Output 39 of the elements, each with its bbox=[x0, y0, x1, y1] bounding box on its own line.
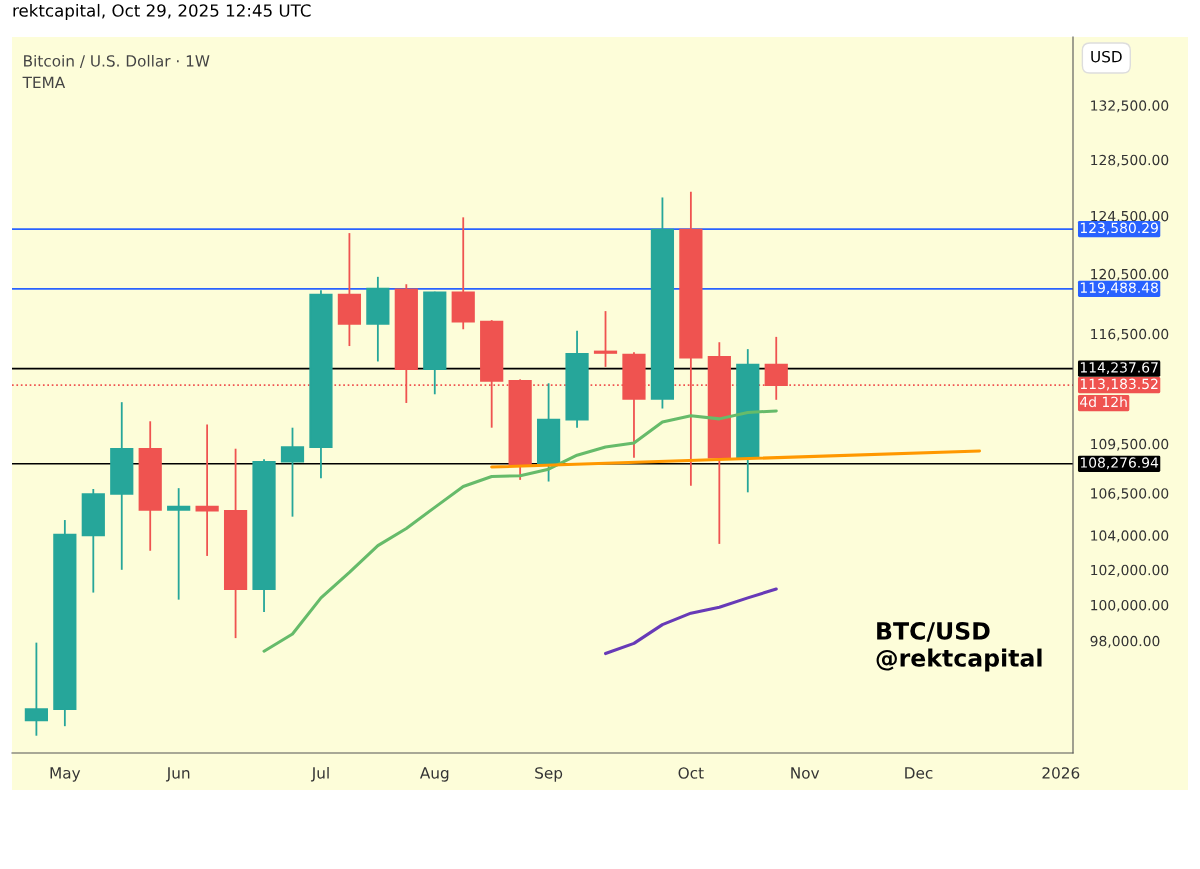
x-tick-label: Dec bbox=[905, 767, 933, 779]
candlestick bbox=[593, 310, 618, 368]
candlestick bbox=[280, 426, 305, 518]
x-tick-label: Sep bbox=[535, 767, 563, 782]
candlestick bbox=[24, 641, 48, 737]
ref-line-label: 119,488.48 bbox=[1080, 282, 1158, 295]
x-tick-label: Jul bbox=[310, 766, 329, 782]
x-tick-label: 2026 bbox=[1042, 767, 1080, 779]
y-tick-label: 106,500.00 bbox=[1091, 488, 1169, 501]
chart-title: rektcapital, Oct 29, 2025 12:45 UTC bbox=[13, 3, 311, 21]
x-tick-label: Oct bbox=[678, 767, 704, 779]
y-tick-label: 132,500.00 bbox=[1091, 100, 1169, 113]
y-tick-label: 120,500.00 bbox=[1091, 268, 1169, 281]
y-tick-label: 104,000.00 bbox=[1091, 530, 1169, 543]
candlestick bbox=[167, 487, 191, 601]
y-tick-label: 98,000.00 bbox=[1090, 635, 1160, 648]
ref-line-label: 108,276.94 bbox=[1080, 457, 1159, 470]
candlestick bbox=[195, 423, 219, 557]
text: USD bbox=[1091, 50, 1122, 63]
annotation: BTC/USD bbox=[877, 621, 990, 642]
line-series bbox=[262, 409, 778, 653]
text: 4d 12h bbox=[1080, 396, 1127, 408]
x-tick-label: Aug bbox=[419, 767, 449, 782]
y-tick-label: 100,000.00 bbox=[1091, 599, 1169, 612]
text: Bitcoin / U.S. Dollar · 1W bbox=[24, 54, 210, 68]
y-tick-label: 109,500.00 bbox=[1091, 438, 1169, 451]
ref-line-label: 123,580.29 bbox=[1080, 222, 1158, 235]
annotation: TEMA bbox=[22, 76, 66, 88]
y-tick-label: 116,500.00 bbox=[1091, 328, 1169, 341]
x-tick-label: Nov bbox=[791, 767, 820, 779]
x-tick-label: May bbox=[50, 767, 81, 782]
ref-line-label: 114,237.67 bbox=[1080, 362, 1158, 375]
y-tick-label: 102,000.00 bbox=[1091, 564, 1169, 577]
x-tick-label: Jun bbox=[165, 767, 190, 782]
line-series bbox=[603, 587, 778, 656]
annotation: @rektcapital bbox=[876, 648, 1042, 672]
ref-line-label: 113,183.52 bbox=[1080, 378, 1158, 391]
y-tick-label: 128,500.00 bbox=[1091, 154, 1169, 167]
y-tick-label: 124,500.00 bbox=[1091, 210, 1169, 223]
